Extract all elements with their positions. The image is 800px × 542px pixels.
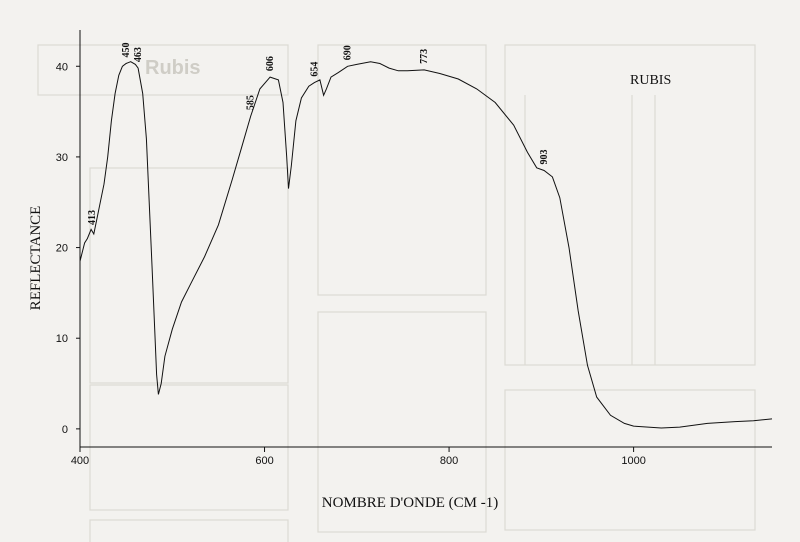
- peak-label: 413: [87, 210, 98, 225]
- peak-label: 450: [121, 43, 132, 58]
- y-axis-ticks: 0 10 20 30 40: [56, 61, 80, 436]
- peak-annotations: 413 450 463 585 606 654 690 773 903: [87, 43, 550, 225]
- y-tick-label: 40: [56, 61, 68, 73]
- x-tick-label: 400: [71, 455, 89, 467]
- peak-label: 585: [246, 95, 257, 110]
- y-tick-label: 0: [62, 424, 68, 436]
- plot-frame: [79, 30, 772, 448]
- y-tick-label: 20: [56, 243, 68, 255]
- x-tick-label: 1000: [621, 455, 645, 467]
- ghost-form-background: Rubis: [37, 44, 756, 542]
- series-layer: [79, 61, 773, 429]
- peak-label: 654: [309, 62, 320, 77]
- x-tick-label: 800: [440, 455, 458, 467]
- chart-title: RUBIS: [630, 73, 671, 88]
- peak-label: 903: [539, 150, 550, 165]
- x-tick-label: 600: [255, 455, 273, 467]
- peak-label: 606: [265, 56, 276, 71]
- x-axis-title: NOMBRE D'ONDE (CM -1): [322, 495, 498, 511]
- peak-label: 463: [133, 47, 144, 62]
- y-axis-title: REFLECTANCE: [28, 206, 44, 311]
- peak-label: 773: [419, 49, 430, 64]
- y-tick-label: 30: [56, 152, 68, 164]
- peak-label: 690: [343, 45, 354, 60]
- reflectance-series-line: [79, 61, 773, 429]
- x-axis-ticks: 400 600 800 1000: [71, 447, 646, 467]
- svg-text:Rubis: Rubis: [145, 57, 201, 79]
- y-tick-label: 10: [56, 333, 68, 345]
